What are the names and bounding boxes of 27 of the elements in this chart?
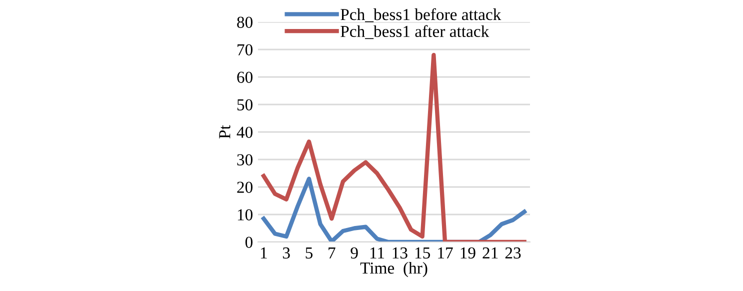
y-tick-label: 70 (238, 44, 253, 56)
x-tick-label: 9 (350, 247, 358, 259)
x-tick-label: 11 (370, 247, 384, 258)
x-tick-label: 15 (415, 247, 430, 259)
y-tick-label: 60 (237, 72, 253, 83)
y-tick-label: 50 (237, 99, 253, 110)
x-tick-label: 13 (392, 247, 408, 259)
x-tick-label: 7 (328, 248, 336, 258)
y-tick-label: 30 (237, 154, 253, 166)
line-series (262, 52, 526, 242)
y-tick-label: 20 (237, 182, 253, 193)
x-axis-title: Time (hr) (360, 262, 428, 278)
legend-label: Pch_bess1 after attack (340, 25, 490, 40)
x-tick-label: 3 (282, 247, 290, 259)
y-tick-label: 40 (236, 126, 253, 138)
legend-label: Pch_bess1 before attack (340, 8, 502, 22)
x-tick-label: 5 (306, 248, 313, 259)
x-tick-label: 19 (460, 247, 476, 259)
x-tick-label: 23 (505, 247, 521, 259)
y-axis-title: Pt (219, 125, 230, 138)
y-tick-label: 0 (245, 236, 253, 248)
line-series (262, 176, 526, 242)
x-tick-label: 1 (260, 247, 267, 258)
x-tick-label: 17 (438, 247, 453, 258)
y-tick-label: 80 (237, 16, 253, 28)
x-tick-label: 21 (482, 247, 498, 258)
y-tick-label: 10 (238, 209, 253, 220)
